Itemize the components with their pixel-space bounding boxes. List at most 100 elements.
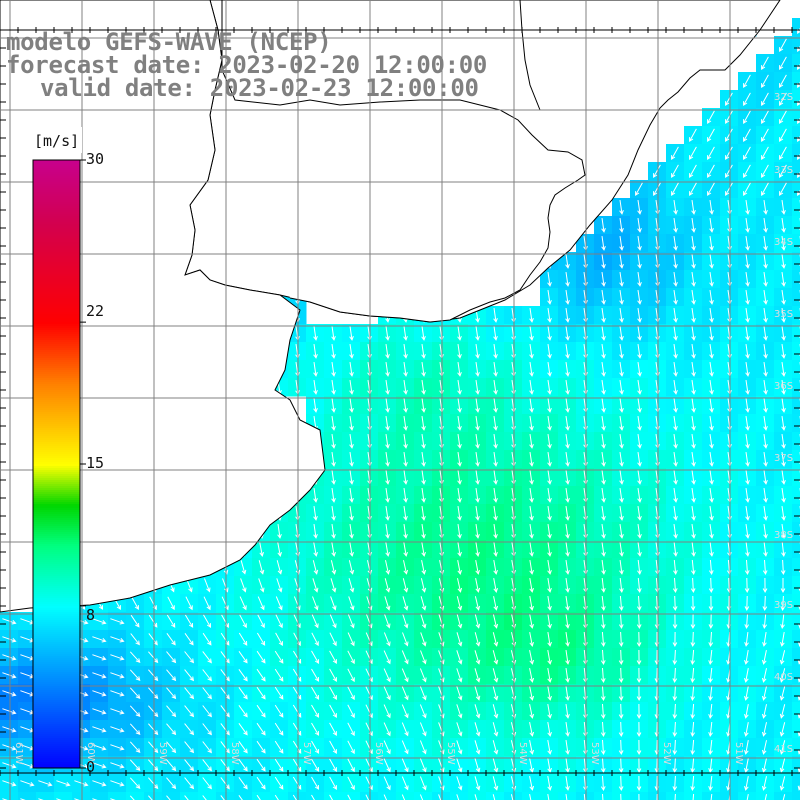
colorbar-segment — [33, 428, 80, 431]
wind-arrow — [457, 362, 462, 377]
wind-arrow — [547, 704, 552, 719]
wind-arrow — [493, 470, 498, 485]
wind-speed-cell — [576, 792, 595, 800]
colorbar-segment — [33, 310, 80, 313]
colorbar-segment — [33, 466, 80, 469]
wind-arrow — [709, 362, 714, 377]
wind-arrow — [653, 164, 661, 178]
wind-arrow — [691, 506, 696, 521]
colorbar-segment — [33, 180, 80, 183]
wind-speed-cell — [792, 558, 800, 577]
colorbar-segment — [33, 514, 80, 517]
wind-arrow — [709, 380, 714, 395]
wind-arrow — [637, 559, 642, 576]
wind-arrow — [763, 506, 768, 521]
wind-arrow — [691, 254, 696, 269]
wind-arrow — [565, 344, 570, 359]
wind-arrow — [529, 650, 535, 665]
wind-arrow — [92, 762, 107, 769]
wind-arrow — [547, 362, 552, 377]
colorbar-segment — [33, 246, 80, 249]
wind-arrow — [258, 578, 265, 593]
wind-arrow — [203, 596, 211, 611]
wind-arrow — [383, 650, 391, 665]
wind-arrow — [148, 777, 159, 790]
wind-speed-cell — [774, 792, 793, 800]
wind-arrow — [780, 578, 786, 594]
colorbar-segment — [33, 412, 80, 415]
wind-arrow — [781, 541, 786, 558]
colorbar-segment — [33, 646, 80, 649]
colorbar-segment — [33, 274, 80, 277]
colorbar-segment — [33, 616, 80, 619]
wind-arrow — [457, 578, 463, 593]
wind-arrow — [672, 577, 678, 594]
colorbar — [28, 127, 86, 769]
wind-arrow — [92, 672, 107, 679]
wind-arrow — [419, 740, 427, 755]
wind-arrow — [601, 434, 606, 449]
wind-arrow — [674, 793, 676, 800]
wind-arrow — [689, 128, 697, 142]
colorbar-segment — [33, 272, 80, 275]
wind-arrow — [383, 794, 388, 800]
wind-arrow — [184, 651, 195, 664]
wind-speed-cell — [792, 252, 800, 271]
wind-arrow — [781, 236, 786, 251]
wind-arrow — [130, 633, 140, 646]
wind-arrow — [743, 110, 751, 124]
wind-arrow — [456, 650, 463, 665]
wind-arrow — [456, 704, 463, 719]
wind-arrow — [565, 524, 570, 539]
colorbar-segment — [33, 670, 80, 673]
wind-arrow — [781, 506, 786, 521]
colorbar-segment — [33, 530, 80, 533]
colorbar-segment — [33, 400, 80, 403]
wind-arrow — [438, 650, 445, 665]
wind-arrow — [709, 344, 714, 359]
lat-label: 38S — [774, 530, 793, 541]
wind-arrow — [92, 654, 107, 661]
colorbar-segment — [33, 174, 80, 177]
wind-speed-cell — [792, 684, 800, 703]
wind-arrow — [220, 687, 230, 700]
wind-arrow — [2, 690, 17, 697]
wind-arrow — [220, 723, 230, 736]
wind-arrow — [565, 506, 570, 521]
wind-arrow — [329, 740, 337, 754]
colorbar-segment — [33, 382, 80, 385]
wind-arrow — [274, 740, 284, 754]
wind-arrow — [637, 254, 642, 269]
wind-arrow — [457, 326, 462, 341]
colorbar-segment — [33, 602, 80, 605]
colorbar-segment — [33, 166, 80, 169]
colorbar-segment — [33, 460, 80, 463]
colorbar-segment — [33, 248, 80, 251]
wind-arrow — [401, 704, 409, 719]
wind-arrow — [493, 362, 498, 377]
colorbar-segment — [33, 374, 80, 377]
colorbar-segment — [33, 576, 80, 579]
wind-arrow — [258, 560, 265, 575]
wind-arrow — [565, 740, 570, 755]
wind-arrow — [184, 723, 195, 736]
wind-arrow — [220, 651, 230, 664]
wind-arrow — [709, 416, 714, 431]
wind-arrow — [202, 632, 212, 646]
wind-speed-cell — [792, 306, 800, 325]
wind-arrow — [383, 722, 391, 737]
wind-arrow — [240, 578, 247, 593]
colorbar-segment — [33, 574, 80, 577]
wind-arrow — [709, 524, 714, 539]
colorbar-segment — [33, 454, 80, 457]
wind-arrow — [745, 470, 750, 485]
colorbar-segment — [33, 160, 80, 163]
wind-arrow — [779, 758, 786, 773]
wind-speed-cell — [216, 792, 235, 800]
colorbar-segment — [33, 626, 80, 629]
wind-arrow — [312, 578, 319, 593]
colorbar-segment — [33, 742, 80, 745]
wind-arrow — [781, 200, 786, 215]
wind-speed-cell — [468, 792, 487, 800]
